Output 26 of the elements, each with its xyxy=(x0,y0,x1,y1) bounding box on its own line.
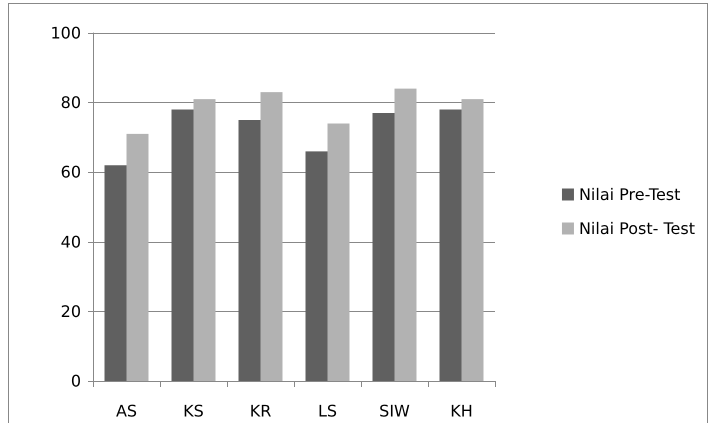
bar xyxy=(440,110,462,381)
y-tick-label: 60 xyxy=(60,162,81,182)
bar xyxy=(194,99,216,381)
y-tick-label: 40 xyxy=(60,232,81,252)
bar xyxy=(172,110,194,381)
bar xyxy=(260,92,282,381)
bar xyxy=(328,123,350,381)
x-tick-label: KR xyxy=(250,402,272,420)
bar xyxy=(238,120,260,381)
legend-label: Nilai Post- Test xyxy=(578,219,696,238)
x-tick-label: LS xyxy=(318,402,338,420)
y-tick-label: 80 xyxy=(60,93,81,112)
legend-label: Nilai Pre-Test xyxy=(578,185,680,204)
x-tick-label: KH xyxy=(450,402,473,420)
x-tick-label: SIW xyxy=(379,402,410,420)
bar xyxy=(462,99,484,381)
x-tick-label: AS xyxy=(116,402,138,420)
y-tick-label: 100 xyxy=(50,24,81,42)
bar xyxy=(394,88,416,381)
y-tick-label: 0 xyxy=(70,372,81,390)
bar xyxy=(306,151,328,381)
bar xyxy=(372,113,394,381)
bar xyxy=(126,134,148,381)
y-tick-label: 20 xyxy=(60,302,81,321)
bar xyxy=(104,165,126,381)
x-tick-label: KS xyxy=(183,402,204,420)
